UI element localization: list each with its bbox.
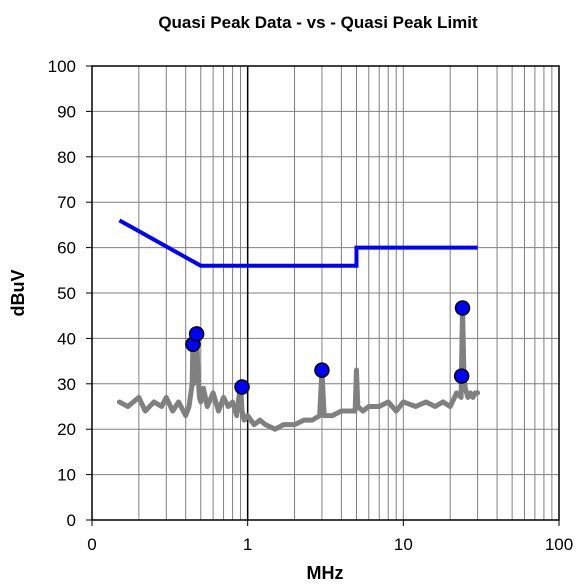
limit-line (118, 218, 478, 268)
y-tick-label: 10 (57, 466, 76, 485)
x-tick-label: 100 (545, 535, 573, 554)
y-tick-label: 0 (67, 511, 76, 530)
y-tick-label: 100 (48, 57, 76, 76)
y-tick-label: 60 (57, 239, 76, 258)
x-axis-label: MHz (307, 563, 344, 583)
y-tick-label: 80 (57, 148, 76, 167)
quasi-peak-point (234, 379, 250, 395)
quasi-peak-point (188, 326, 205, 342)
y-tick-label: 20 (57, 420, 76, 439)
quasi-peak-point (314, 362, 330, 378)
y-tick-label: 30 (57, 375, 76, 394)
tick-labels: 0 10 20 30 40 50 60 70 80 90 100 0 1 10 100 (48, 57, 574, 554)
chart-title: Quasi Peak Data - vs - Quasi Peak Limit (158, 13, 478, 32)
quasi-peak-point (453, 368, 470, 384)
x-tick-label: 10 (394, 535, 413, 554)
y-tick-label: 90 (57, 102, 76, 121)
y-tick-label: 70 (57, 193, 76, 212)
series-group (116, 218, 481, 432)
y-tick-label: 40 (57, 329, 76, 348)
quasi-peak-point (454, 300, 471, 316)
y-tick-label: 50 (57, 284, 76, 303)
measured-trace-line (116, 304, 481, 432)
x-tick-label: 0 (87, 535, 96, 554)
plot-area-border (91, 65, 560, 521)
y-axis-label: dBuV (8, 270, 28, 317)
grid (91, 65, 559, 521)
x-tick-label: 1 (243, 535, 252, 554)
